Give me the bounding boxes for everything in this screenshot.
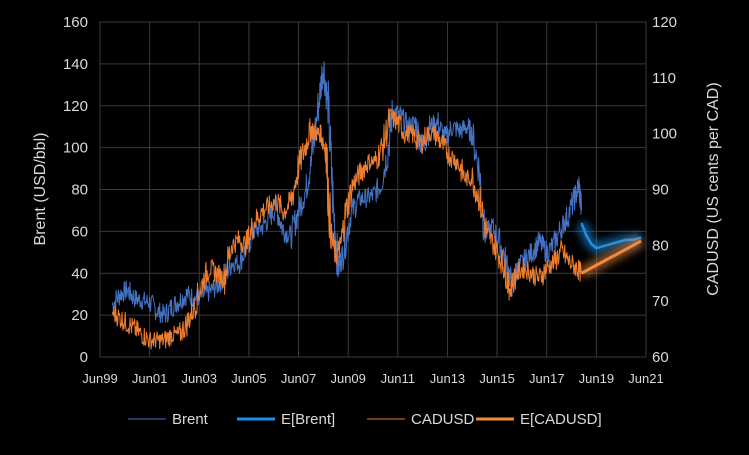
x-tick-label: Jun11	[381, 371, 415, 386]
legend: Brent E[Brent] CADUSD E[CADUSD]	[128, 411, 602, 428]
axes-layer: Brent (USD/bbl) CADUSD (US cents per CAD…	[32, 14, 722, 386]
y-tick-left: 120	[63, 98, 88, 115]
series-layer	[111, 61, 644, 350]
legend-label: E[Brent]	[281, 411, 335, 428]
y-tick-left: 60	[71, 223, 88, 240]
y-tick-left: 160	[63, 14, 88, 31]
y-tick-left: 0	[80, 349, 88, 366]
y-tick-right: 90	[652, 182, 669, 199]
y-tick-left: 80	[71, 182, 88, 199]
y-tick-right: 120	[652, 14, 677, 31]
y-tick-right: 80	[652, 237, 669, 254]
x-tick-label: Jun03	[182, 371, 217, 386]
y-axis-label-right: CADUSD (US cents per CAD)	[705, 82, 722, 295]
x-tick-label: Jun09	[330, 371, 365, 386]
series-brent	[111, 61, 582, 324]
y-tick-left: 100	[63, 140, 88, 157]
legend-e-cadusd: E[CADUSD]	[476, 411, 602, 428]
legend-label: CADUSD	[411, 411, 475, 428]
legend-label: Brent	[172, 411, 209, 428]
x-tick-label: Jun99	[82, 371, 117, 386]
gridlines	[99, 21, 647, 358]
series-e-cadusd	[580, 239, 642, 275]
legend-label: E[CADUSD]	[520, 411, 602, 428]
y-axis-label-left: Brent (USD/bbl)	[32, 133, 49, 246]
y-tick-left: 20	[71, 307, 88, 324]
x-tick-label: Jun19	[579, 371, 614, 386]
legend-brent: Brent	[128, 411, 209, 428]
legend-e-brent: E[Brent]	[237, 411, 335, 428]
plot-area	[99, 21, 647, 358]
series-e-brent	[580, 222, 642, 250]
x-tick-label: Jun17	[529, 371, 564, 386]
y-tick-right: 110	[652, 70, 676, 87]
series-cadusd	[111, 107, 582, 350]
x-tick-label: Jun15	[479, 371, 514, 386]
x-tick-label: Jun13	[430, 371, 465, 386]
x-tick-label: Jun01	[132, 371, 167, 386]
legend-cadusd: CADUSD	[367, 411, 475, 428]
y-tick-left: 40	[71, 265, 88, 282]
x-tick-label: Jun07	[281, 371, 316, 386]
x-tick-label: Jun05	[231, 371, 266, 386]
y-tick-right: 70	[652, 293, 669, 310]
y-tick-right: 100	[652, 126, 677, 143]
x-tick-label: Jun21	[628, 371, 663, 386]
y-tick-right: 60	[652, 349, 669, 366]
y-tick-left: 140	[63, 56, 88, 73]
